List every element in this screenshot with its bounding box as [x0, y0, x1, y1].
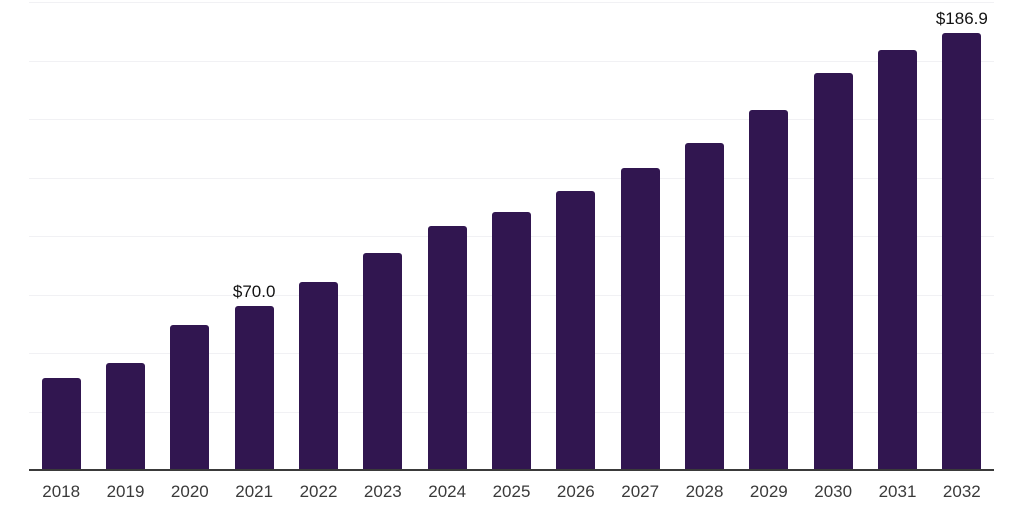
x-tick-label-2020: 2020: [170, 482, 209, 501]
bar-2025: [492, 212, 531, 470]
bar-2021: [234, 306, 274, 470]
bar-2019: [106, 363, 145, 470]
x-tick-label-2025: 2025: [492, 482, 531, 501]
x-tick-label-2026: 2026: [556, 482, 595, 501]
bar-2020: [170, 325, 210, 470]
plot-area: $70.0 $186.9: [29, 2, 994, 471]
x-tick-label-2023: 2023: [363, 482, 402, 501]
x-tick-label-2029: 2029: [749, 482, 788, 501]
x-tick-label-2021: 2021: [235, 482, 274, 501]
gridline: [29, 60, 994, 62]
bar-2031: [878, 49, 917, 470]
bar-2028: [685, 142, 724, 470]
x-axis: 2018 2019 2020 2021 2022 2023 2024 2025 2026 2027…: [29, 478, 994, 504]
x-tick-label-2030: 2030: [814, 482, 853, 501]
x-axis-line: [29, 469, 994, 471]
gridline: [29, 2, 994, 3]
gridline: [29, 119, 994, 120]
x-tick-label-2024: 2024: [428, 482, 467, 501]
gridline: [29, 177, 994, 179]
x-tick-label-2018: 2018: [42, 482, 81, 501]
bar-2029: [749, 109, 789, 470]
x-tick-label-2032: 2032: [942, 482, 981, 501]
bar-2024: [427, 226, 467, 470]
bar-2032: [942, 32, 982, 470]
bar-value-label-2021: $70.0: [232, 282, 276, 302]
bar-2022: [299, 282, 338, 470]
x-tick-label-2027: 2027: [621, 482, 660, 501]
bar-value-label-2032: $186.9: [935, 8, 988, 28]
bar-2023: [363, 252, 403, 470]
x-tick-label-2028: 2028: [685, 482, 724, 501]
bar-2027: [620, 168, 660, 470]
x-tick-label-2031: 2031: [878, 482, 917, 501]
x-tick-label-2019: 2019: [106, 482, 145, 501]
x-tick-label-2022: 2022: [299, 482, 338, 501]
bar-2026: [556, 190, 596, 470]
bar-2030: [813, 73, 853, 470]
bar-2018: [41, 377, 81, 470]
